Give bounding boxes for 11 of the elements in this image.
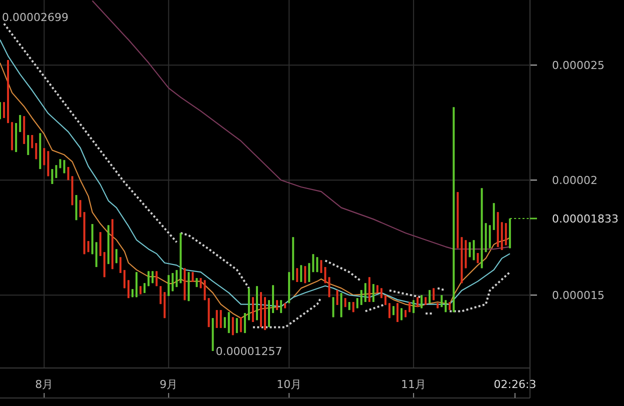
x-tick-label: 9月 — [160, 378, 178, 391]
y-tick-label: 0.000025 — [552, 59, 604, 72]
y-tick-label: 0.000015 — [552, 289, 604, 302]
y-tick-label: 0.00002 — [552, 174, 598, 188]
ref-line-label: 0.00001833 — [552, 212, 618, 226]
x-tick-label: 10月 — [276, 378, 302, 391]
x-tick-label: 11月 — [401, 378, 426, 391]
annotation: 0.00002699 — [2, 11, 68, 24]
annotation: 0.00001257 — [216, 344, 282, 358]
x-tick-label: 8月 — [35, 378, 54, 391]
text: 02:26:3 — [494, 378, 536, 391]
